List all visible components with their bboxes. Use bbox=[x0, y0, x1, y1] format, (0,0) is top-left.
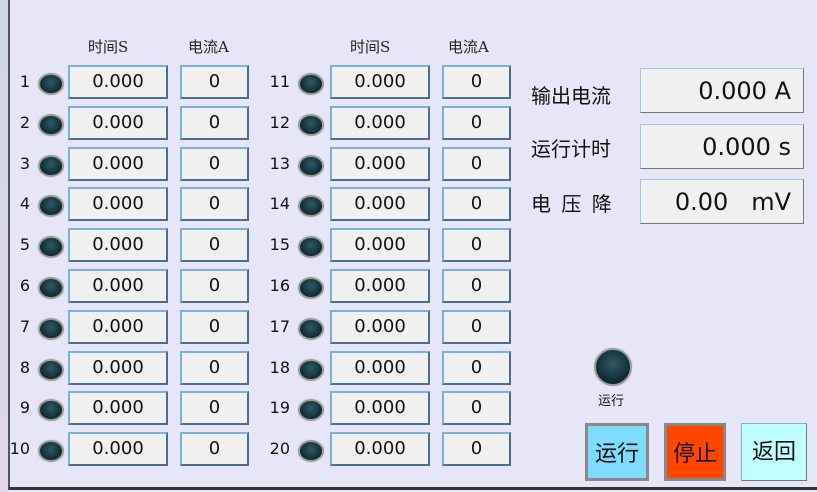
channel-led bbox=[38, 358, 64, 381]
channel-led bbox=[298, 399, 324, 422]
run-time-display: 0.000 s bbox=[640, 124, 804, 169]
channel-time-field[interactable]: 0.000 bbox=[68, 228, 168, 263]
channel-led bbox=[298, 317, 324, 340]
channel-time-field[interactable]: 0.000 bbox=[330, 105, 430, 140]
channel-number: 1 bbox=[19, 72, 30, 91]
channel-time-field[interactable]: 0.000 bbox=[330, 187, 430, 222]
channel-led bbox=[38, 195, 64, 218]
channel-led bbox=[298, 154, 324, 177]
channel-led bbox=[38, 317, 64, 340]
channel-current-field[interactable]: 0 bbox=[442, 65, 511, 99]
channel-led bbox=[298, 73, 324, 95]
output-current-label: 输出电流 bbox=[531, 84, 611, 108]
window-edge bbox=[0, 0, 8, 492]
channel-number: 2 bbox=[19, 112, 30, 132]
channel-time-field[interactable]: 0.000 bbox=[68, 187, 168, 222]
channel-time-field[interactable]: 0.000 bbox=[68, 269, 168, 303]
channel-current-field[interactable]: 0 bbox=[442, 146, 511, 181]
channel-led bbox=[298, 113, 324, 136]
channel-number: 16 bbox=[269, 276, 290, 295]
channel-led bbox=[38, 73, 64, 95]
channel-number: 17 bbox=[269, 316, 290, 336]
run-button[interactable]: 运行 bbox=[585, 423, 649, 481]
channel-time-field[interactable]: 0.000 bbox=[68, 350, 168, 385]
channel-number: 4 bbox=[19, 194, 30, 214]
channel-led bbox=[38, 399, 64, 422]
channel-number: 18 bbox=[269, 357, 290, 377]
channel-time-field[interactable]: 0.000 bbox=[68, 309, 168, 344]
channel-number: 11 bbox=[269, 72, 290, 91]
channel-current-field[interactable]: 0 bbox=[180, 269, 249, 303]
channel-number: 15 bbox=[269, 235, 290, 255]
channel-time-field[interactable]: 0.000 bbox=[68, 105, 168, 140]
channel-current-field[interactable]: 0 bbox=[442, 432, 511, 467]
channel-current-field[interactable]: 0 bbox=[442, 391, 511, 426]
header-time-2: 时间S bbox=[350, 38, 391, 56]
channel-time-field[interactable]: 0.000 bbox=[330, 228, 430, 263]
channel-time-field[interactable]: 0.000 bbox=[330, 350, 430, 385]
channel-led bbox=[298, 277, 324, 299]
channel-led bbox=[38, 440, 64, 463]
channel-current-field[interactable]: 0 bbox=[442, 350, 511, 385]
run-indicator-label: 运行 bbox=[598, 394, 625, 409]
channel-current-field[interactable]: 0 bbox=[442, 309, 511, 344]
channel-number: 10 bbox=[9, 439, 30, 459]
channel-time-field[interactable]: 0.000 bbox=[330, 432, 430, 467]
channel-current-field[interactable]: 0 bbox=[442, 187, 511, 222]
channel-number: 12 bbox=[269, 112, 290, 132]
output-current-display: 0.000 A bbox=[640, 68, 804, 113]
channel-time-field[interactable]: 0.000 bbox=[68, 391, 168, 426]
back-button[interactable]: 返回 bbox=[741, 423, 807, 481]
channel-time-field[interactable]: 0.000 bbox=[330, 269, 430, 303]
channel-current-field[interactable]: 0 bbox=[180, 432, 249, 467]
channel-number: 8 bbox=[19, 357, 30, 377]
voltage-drop-label: 电 压 降 bbox=[531, 192, 612, 216]
channel-current-field[interactable]: 0 bbox=[442, 228, 511, 263]
channel-time-field[interactable]: 0.000 bbox=[68, 65, 168, 99]
channel-number: 9 bbox=[19, 398, 30, 418]
run-time-label: 运行计时 bbox=[531, 137, 611, 161]
channel-number: 3 bbox=[19, 153, 30, 173]
channel-led bbox=[298, 195, 324, 218]
channel-led bbox=[298, 236, 324, 259]
channel-number: 6 bbox=[19, 276, 30, 295]
channel-time-field[interactable]: 0.000 bbox=[68, 432, 168, 467]
channel-time-field[interactable]: 0.000 bbox=[330, 391, 430, 426]
channel-number: 5 bbox=[19, 235, 30, 255]
channel-number: 20 bbox=[269, 439, 290, 459]
header-time-1: 时间S bbox=[88, 38, 129, 56]
channel-number: 19 bbox=[269, 398, 290, 418]
channel-led bbox=[298, 358, 324, 381]
channel-current-field[interactable]: 0 bbox=[180, 105, 249, 140]
channel-current-field[interactable]: 0 bbox=[180, 391, 249, 426]
channel-time-field[interactable]: 0.000 bbox=[330, 309, 430, 344]
voltage-drop-display: 0.00 mV bbox=[640, 179, 804, 224]
channel-number: 7 bbox=[19, 316, 30, 336]
channel-current-field[interactable]: 0 bbox=[180, 187, 249, 222]
channel-current-field[interactable]: 0 bbox=[180, 309, 249, 344]
channel-time-field[interactable]: 0.000 bbox=[330, 146, 430, 181]
channel-current-field[interactable]: 0 bbox=[180, 65, 249, 99]
stop-button[interactable]: 停止 bbox=[664, 423, 726, 481]
channel-number: 14 bbox=[269, 194, 290, 214]
channel-current-field[interactable]: 0 bbox=[442, 105, 511, 140]
channel-time-field[interactable]: 0.000 bbox=[330, 65, 430, 99]
channel-current-field[interactable]: 0 bbox=[180, 228, 249, 263]
channel-led bbox=[38, 154, 64, 177]
channel-led bbox=[38, 113, 64, 136]
channel-led bbox=[38, 236, 64, 259]
channel-number: 13 bbox=[269, 153, 290, 173]
header-current-1: 电流A bbox=[188, 38, 229, 56]
run-indicator-led bbox=[594, 348, 632, 386]
channel-led bbox=[298, 440, 324, 463]
channel-current-field[interactable]: 0 bbox=[180, 350, 249, 385]
header-current-2: 电流A bbox=[448, 38, 489, 56]
channel-time-field[interactable]: 0.000 bbox=[68, 146, 168, 181]
channel-led bbox=[38, 277, 64, 299]
channel-current-field[interactable]: 0 bbox=[180, 146, 249, 181]
channel-current-field[interactable]: 0 bbox=[442, 269, 511, 303]
